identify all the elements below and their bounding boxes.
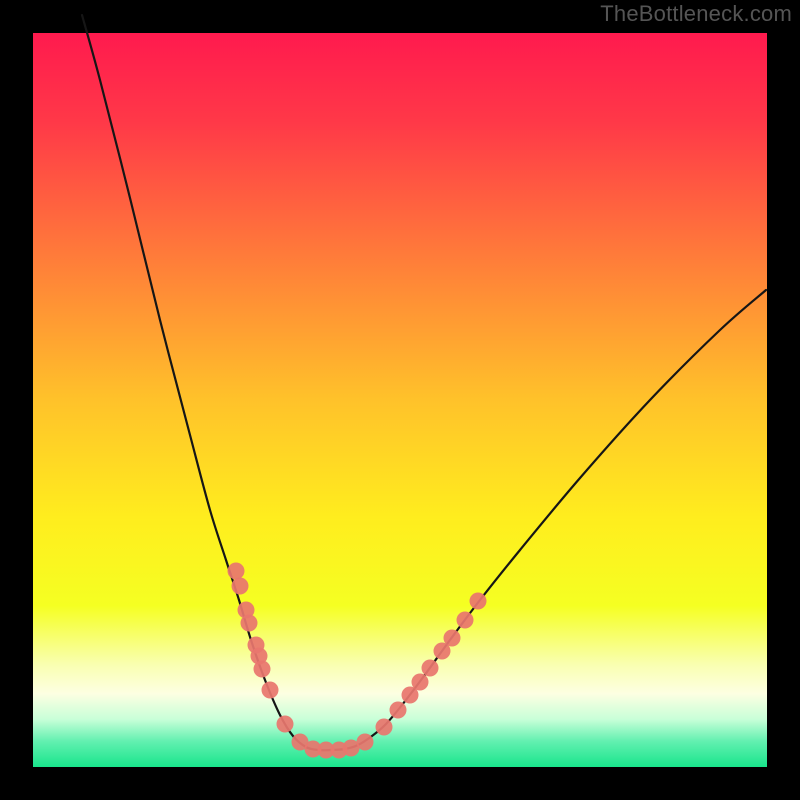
data-marker	[254, 661, 271, 678]
data-marker	[376, 719, 393, 736]
data-marker	[232, 578, 249, 595]
data-marker	[444, 630, 461, 647]
data-marker	[241, 615, 258, 632]
plot-area	[33, 33, 767, 767]
data-marker	[357, 734, 374, 751]
attribution-label: TheBottleneck.com	[600, 1, 792, 27]
data-marker	[277, 716, 294, 733]
data-marker	[390, 702, 407, 719]
data-marker	[228, 563, 245, 580]
data-marker	[422, 660, 439, 677]
data-marker	[262, 682, 279, 699]
chart-container: TheBottleneck.com	[0, 0, 800, 800]
bottleneck-vcurve-chart	[0, 0, 800, 800]
data-marker	[470, 593, 487, 610]
data-marker	[412, 674, 429, 691]
data-marker	[457, 612, 474, 629]
